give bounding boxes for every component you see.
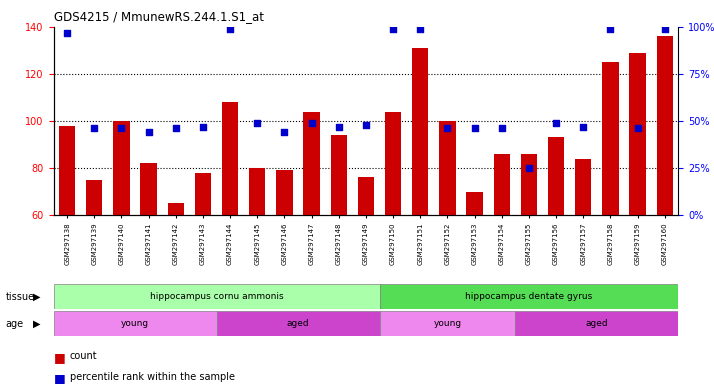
Text: hippocampus cornu ammonis: hippocampus cornu ammonis [150,292,283,301]
Bar [630,53,645,215]
Point [388,26,399,32]
Point [469,126,481,132]
Bar [222,102,238,215]
Text: ■: ■ [54,351,65,364]
Point [251,120,263,126]
Point [333,124,344,130]
Bar [195,173,211,215]
Bar [358,177,374,215]
Text: GDS4215 / MmunewRS.244.1.S1_at: GDS4215 / MmunewRS.244.1.S1_at [54,10,263,23]
Point [496,126,508,132]
Bar [385,112,401,215]
Bar [439,121,456,215]
Point [415,26,426,32]
Point [89,126,100,132]
Bar [59,126,75,215]
Text: count: count [70,351,98,361]
Bar [86,180,102,215]
Point [605,26,616,32]
Text: aged: aged [287,319,309,328]
Bar [466,192,483,215]
Bar [54,284,380,309]
Bar [141,163,157,215]
Text: young: young [433,319,461,328]
Text: tissue: tissue [6,291,35,302]
Bar [516,311,678,336]
Point [632,126,643,132]
Bar [276,170,293,215]
Bar [380,311,516,336]
Text: ■: ■ [54,372,65,384]
Text: percentile rank within the sample: percentile rank within the sample [70,372,235,382]
Bar [548,137,564,215]
Point [550,120,562,126]
Point [306,120,317,126]
Text: ▶: ▶ [34,291,41,302]
Bar [331,135,347,215]
Point [523,165,535,171]
Text: aged: aged [585,319,608,328]
Bar [168,203,184,215]
Point [224,26,236,32]
Bar [249,168,266,215]
Bar [412,48,428,215]
Point [442,126,453,132]
Bar [303,112,320,215]
Point [116,126,127,132]
Bar [380,284,678,309]
Point [578,124,589,130]
Point [197,124,208,130]
Bar [114,121,130,215]
Bar [657,36,673,215]
Bar [216,311,380,336]
Point [361,122,372,128]
Point [278,129,290,135]
Text: age: age [6,318,24,329]
Point [659,26,670,32]
Text: ▶: ▶ [34,318,41,329]
Text: hippocampus dentate gyrus: hippocampus dentate gyrus [466,292,593,301]
Point [143,129,154,135]
Point [170,126,181,132]
Bar [602,62,618,215]
Bar [521,154,537,215]
Bar [54,311,216,336]
Text: young: young [121,319,149,328]
Bar [575,159,591,215]
Point [61,30,73,36]
Bar [493,154,510,215]
